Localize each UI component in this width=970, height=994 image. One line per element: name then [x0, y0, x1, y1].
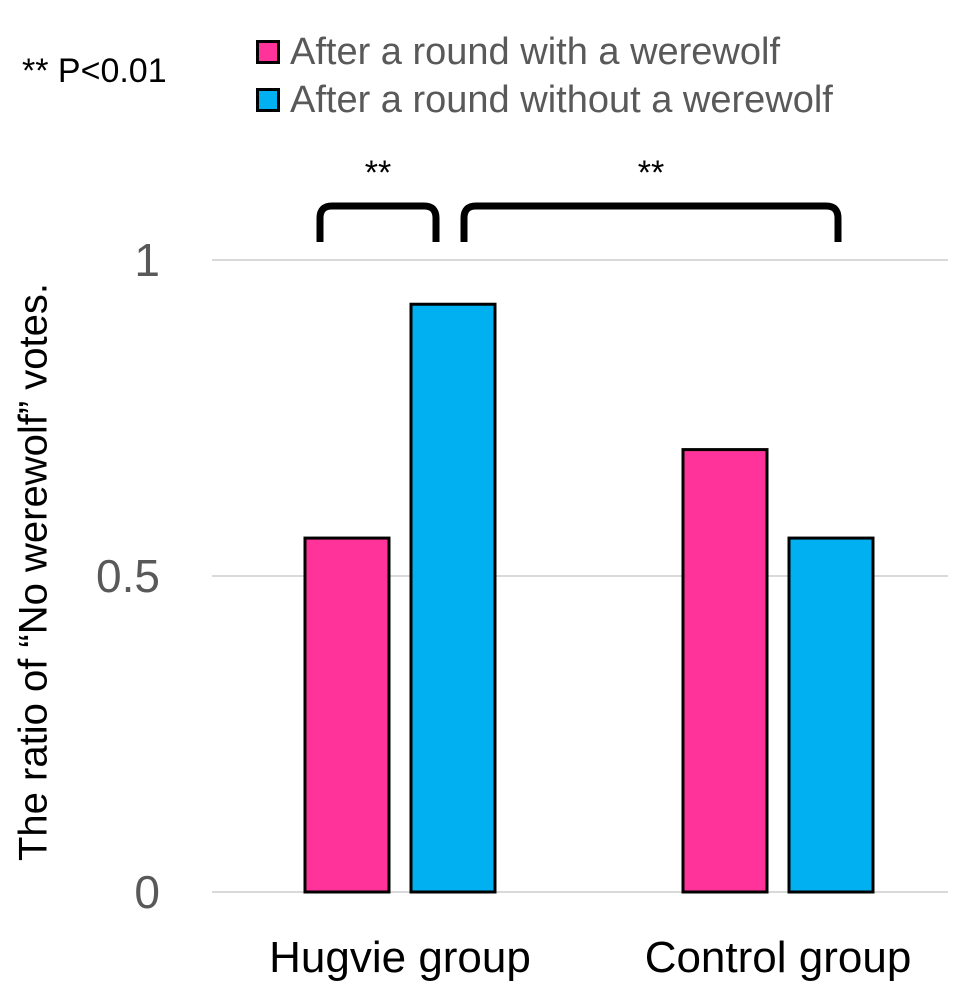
legend-label-without-werewolf: After a round without a werewolf: [290, 78, 833, 121]
bar-with-werewolf-control: [681, 448, 769, 894]
x-tick-label: Hugvie group: [269, 933, 531, 982]
bar-without-werewolf-hugvie: [409, 302, 497, 894]
significance-bracket: [460, 202, 842, 242]
legend-item-without-werewolf: After a round without a werewolf: [256, 76, 833, 124]
x-tick-label: Control group: [645, 933, 912, 982]
significance-bracket: [316, 202, 440, 242]
legend-swatch-with-werewolf: [256, 40, 280, 64]
y-tick-label: 0.5: [96, 550, 160, 602]
bar-without-werewolf-control: [787, 536, 875, 894]
y-tick-label: 1: [134, 234, 160, 286]
significance-note: ** P<0.01: [22, 52, 167, 90]
legend-item-with-werewolf: After a round with a werewolf: [256, 28, 833, 76]
chart-legend: After a round with a werewolf After a ro…: [256, 28, 833, 124]
bar-with-werewolf-hugvie: [303, 536, 391, 894]
significance-marker: **: [365, 154, 391, 192]
significance-marker: **: [638, 154, 664, 192]
legend-label-with-werewolf: After a round with a werewolf: [290, 30, 781, 73]
y-tick-label: 0: [134, 866, 160, 918]
legend-swatch-without-werewolf: [256, 88, 280, 112]
